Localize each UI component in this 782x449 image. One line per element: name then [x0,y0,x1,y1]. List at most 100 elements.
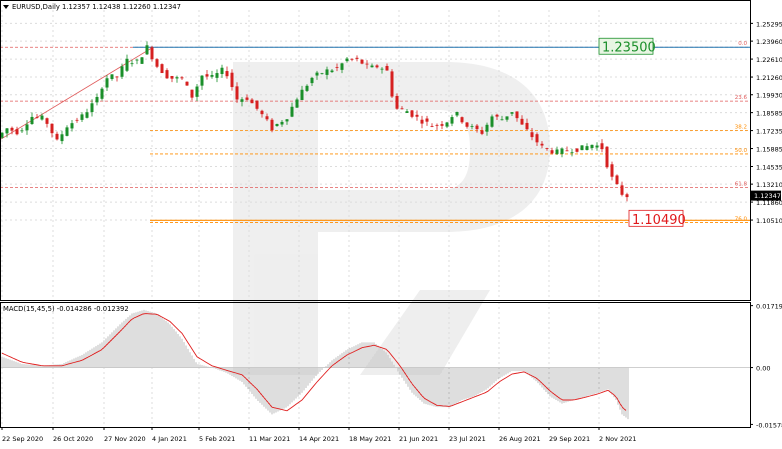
candle-body [216,73,219,78]
candle-body [81,114,84,119]
candle-body [101,89,104,99]
candle-body [401,108,404,109]
candle-body [416,115,419,117]
current-price-label: 1.12347 [754,192,781,200]
candle-body [516,111,519,118]
candle-body [206,74,209,76]
candle-body [51,124,54,133]
fib-level-label: 61.8 [735,182,748,188]
candle-body [41,116,44,120]
candle-body [31,117,34,124]
price-panel-header: EURUSD,Daily 1.12357 1.12438 1.12260 1.1… [12,3,181,11]
candle-body [121,66,124,76]
candle-body [116,77,119,78]
candle-body [591,145,594,148]
x-tick-label: 27 Nov 2020 [104,435,146,443]
candle-body [491,116,494,126]
trend-line [0,47,153,139]
candle-body [551,150,554,153]
candle-body [161,64,164,73]
candle-body [356,58,359,59]
candle-body [126,59,129,71]
candle-body [296,99,299,107]
x-tick-label: 18 May 2021 [349,435,391,443]
candle-body [86,112,89,118]
candle-body [501,119,504,120]
price-tick-label: 1.25295 [756,20,782,28]
candle-body [96,97,99,102]
candle-body [361,60,364,64]
candle-body [201,76,204,86]
price-tick-label: 1.18585 [756,110,782,118]
fib-level-label: 23.6 [735,95,748,101]
x-tick-label: 11 Mar 2021 [249,435,290,443]
candle-body [76,120,79,121]
candle-body [326,69,329,75]
candle-body [261,111,264,114]
fib-level-label: 76.0 [735,216,748,222]
candle-body [331,71,334,73]
candle-body [616,175,619,184]
x-tick-label: 21 Jun 2021 [399,435,438,443]
candle-body [471,126,474,127]
candle-body [221,68,224,74]
candle-body [581,145,584,150]
candle-body [411,110,414,116]
candle-body [421,120,424,124]
candle-body [16,129,19,134]
price-tick-label: 1.17235 [756,128,782,136]
candle-body [426,119,429,122]
x-tick-label: 26 Aug 2021 [499,435,541,443]
price-tick-label: 1.19930 [756,92,782,100]
candle-body [436,125,439,126]
x-tick-label: 5 Feb 2021 [199,435,235,443]
candle-body [506,116,509,119]
candle-body [306,86,309,91]
candle-body [366,64,369,65]
candle-body [626,194,629,197]
x-tick-label: 23 Jul 2021 [449,435,486,443]
candle-body [66,127,69,136]
candle-body [256,101,259,109]
candle-body [486,125,489,132]
candle-body [231,73,234,87]
candle-body [611,164,614,176]
fib-level-label: 0.0 [738,41,747,47]
candle-body [621,185,624,194]
candle-body [71,123,74,128]
candle-body [371,66,374,68]
candle-body [311,78,314,83]
candle-body [446,122,449,126]
candle-body [241,99,244,102]
price-tick-label: 1.13210 [756,181,782,189]
triangle-down-icon [3,5,9,9]
candle-body [191,90,194,98]
candle-body [61,134,64,141]
candle-body [476,126,479,130]
candle-body [46,118,49,124]
resistance-label: 1.23500 [602,41,656,56]
fib-level-label: 38.2 [735,124,747,130]
candle-body [526,123,529,129]
macd-panel-header: MACD(15,45,5) -0.014286 -0.012392 [3,305,129,313]
candle-body [576,148,579,151]
candle-body [376,65,379,67]
candle-body [106,78,109,87]
candle-body [111,74,114,79]
candle-body [91,103,94,112]
fib-level-label: 50.0 [735,148,748,154]
candle-body [146,45,149,54]
x-tick-label: 29 Sep 2021 [549,435,590,443]
candle-body [496,115,499,117]
candle-body [11,128,14,131]
candle-body [276,124,279,126]
candle-body [301,90,304,100]
candle-body [181,77,184,78]
candle-body [531,132,534,137]
candle-body [456,112,459,115]
x-tick-label: 22 Sep 2020 [2,435,43,443]
candle-body [606,147,609,167]
candle-body [351,59,354,60]
candle-body [26,124,29,130]
candle-body [566,150,569,151]
